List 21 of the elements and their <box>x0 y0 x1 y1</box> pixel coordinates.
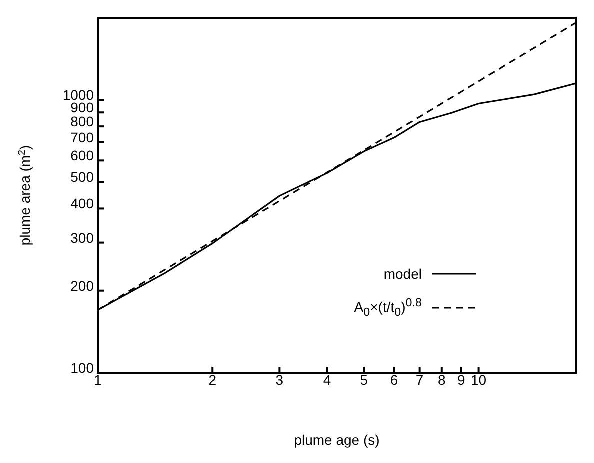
y-tick-label: 300 <box>70 230 94 246</box>
y-tick-label: 400 <box>70 196 94 212</box>
y-tick-label: 600 <box>70 148 94 164</box>
legend-label: A$_{0}$×(t/t$_{0}$)$^{0.8}$ <box>354 296 422 320</box>
x-tick-label: 8 <box>438 372 446 388</box>
y-tick-label: 800 <box>70 114 94 130</box>
x-tick-label: 6 <box>390 372 398 388</box>
x-axis-title: plume age (s) <box>294 432 380 448</box>
legend-label: model <box>384 266 422 282</box>
y-tick-label: 100 <box>70 360 94 376</box>
y-tick-label: 700 <box>70 129 94 146</box>
y-tick-label: 200 <box>70 278 94 294</box>
x-tick-label: 10 <box>471 372 487 388</box>
x-tick-label: 7 <box>416 372 424 388</box>
x-tick-label: 1 <box>94 372 102 388</box>
x-tick-label: 5 <box>360 372 368 388</box>
x-tick-label: 2 <box>208 372 217 388</box>
x-tick-label: 4 <box>323 372 332 388</box>
y-tick-label: 500 <box>70 169 94 186</box>
x-tick-label: 9 <box>457 372 466 388</box>
x-tick-label: 3 <box>276 372 284 388</box>
